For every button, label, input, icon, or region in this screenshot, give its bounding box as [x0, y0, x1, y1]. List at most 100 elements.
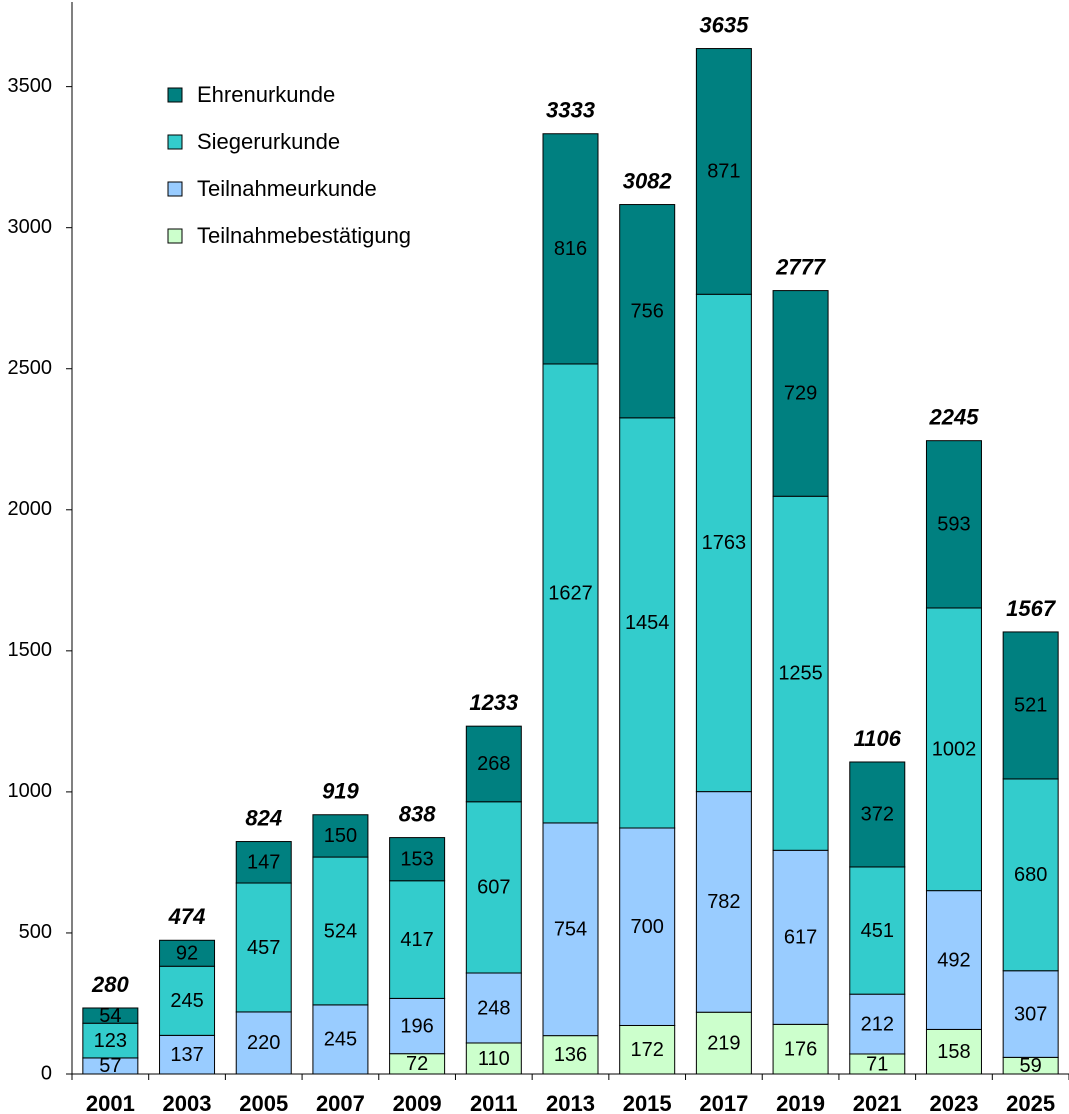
- value-label: 782: [707, 891, 740, 913]
- legend-label: Ehrenurkunde: [197, 82, 335, 107]
- legend-swatch: [167, 181, 183, 197]
- legend-swatch: [167, 87, 183, 103]
- bar-segment: [159, 965, 216, 1036]
- bar-segment: [235, 1011, 292, 1075]
- x-tick-label: 2009: [393, 1091, 442, 1114]
- value-label: 617: [784, 927, 817, 949]
- value-label: 158: [937, 1041, 970, 1063]
- y-tick-label: 1000: [8, 780, 53, 802]
- value-label: 71: [866, 1053, 888, 1075]
- bar-segment: [82, 1007, 139, 1024]
- total-label: 2777: [775, 254, 827, 279]
- bar-segment: [312, 856, 369, 1006]
- value-label: 871: [707, 161, 740, 183]
- value-label: 1454: [625, 612, 670, 634]
- x-tick-label: 2003: [163, 1091, 212, 1114]
- legend-label: Teilnahmebestätigung: [197, 223, 411, 248]
- value-label: 521: [1014, 695, 1047, 717]
- value-label: 212: [861, 1013, 894, 1035]
- x-tick-label: 2001: [86, 1091, 135, 1114]
- bar-segment: [159, 939, 216, 967]
- bar-segment: [849, 993, 906, 1055]
- bar-segment: [389, 997, 446, 1055]
- bar-segment: [925, 890, 982, 1030]
- bar-segment: [389, 837, 446, 882]
- value-label: 372: [861, 804, 894, 826]
- total-label: 3333: [546, 98, 595, 123]
- bar-segment: [542, 822, 599, 1037]
- bar-segment: [235, 882, 292, 1013]
- value-label: 137: [170, 1044, 203, 1066]
- bar-segment: [159, 1034, 216, 1075]
- bar-segment: [465, 972, 522, 1044]
- bar-segment: [1002, 970, 1059, 1058]
- y-tick-label: 2000: [8, 498, 53, 520]
- value-label: 607: [477, 877, 510, 899]
- bar-segment: [772, 495, 829, 851]
- total-label: 2245: [928, 404, 979, 429]
- value-label: 754: [554, 919, 587, 941]
- x-tick-label: 2017: [699, 1091, 748, 1114]
- bar-segment: [695, 1011, 752, 1075]
- bar-segment: [82, 1022, 139, 1059]
- value-label: 268: [477, 753, 510, 775]
- x-tick-label: 2013: [546, 1091, 595, 1114]
- value-label: 1627: [548, 583, 593, 605]
- bar-segment: [542, 133, 599, 365]
- value-label: 59: [1020, 1055, 1042, 1077]
- value-label: 220: [247, 1032, 280, 1054]
- bar-segment: [772, 849, 829, 1025]
- bar-segment: [312, 814, 369, 858]
- value-label: 176: [784, 1038, 817, 1060]
- bar-segment: [925, 440, 982, 609]
- value-label: 57: [99, 1055, 121, 1077]
- value-label: 245: [324, 1029, 357, 1051]
- value-label: 457: [247, 937, 280, 959]
- value-label: 1763: [702, 532, 747, 554]
- legend-label: Siegerurkunde: [197, 129, 340, 154]
- value-label: 593: [937, 514, 970, 536]
- bar-segment: [619, 1024, 676, 1075]
- y-tick-label: 500: [19, 921, 52, 943]
- value-label: 248: [477, 997, 510, 1019]
- bar-segment: [1002, 631, 1059, 780]
- value-label: 729: [784, 383, 817, 405]
- value-label: 756: [631, 300, 664, 322]
- bar-segment: [772, 290, 829, 497]
- total-label: 824: [245, 805, 282, 830]
- x-tick-label: 2023: [929, 1091, 978, 1114]
- bar-segment: [925, 1028, 982, 1075]
- y-tick-label: 1500: [8, 639, 53, 661]
- bar-segment: [849, 761, 906, 868]
- bar-segment: [465, 801, 522, 974]
- x-tick-label: 2015: [623, 1091, 672, 1114]
- bar-segment: [235, 841, 292, 884]
- y-tick-label: 3000: [8, 216, 53, 238]
- value-label: 307: [1014, 1003, 1047, 1025]
- x-tick-label: 2019: [776, 1091, 825, 1114]
- total-label: 838: [399, 801, 436, 826]
- bar-segment: [312, 1004, 369, 1075]
- value-label: 110: [478, 1048, 510, 1070]
- value-label: 196: [400, 1015, 433, 1037]
- value-label: 1002: [932, 739, 977, 761]
- value-label: 816: [554, 238, 587, 260]
- total-label: 3082: [623, 168, 673, 193]
- bar-segment: [849, 866, 906, 995]
- y-tick-label: 2500: [8, 357, 53, 379]
- bar-segment: [695, 48, 752, 295]
- value-label: 219: [707, 1032, 740, 1054]
- bar-segment: [695, 293, 752, 793]
- value-label: 417: [400, 929, 433, 951]
- value-label: 492: [937, 949, 970, 971]
- total-label: 3635: [699, 12, 749, 37]
- bar-segment: [1002, 778, 1059, 972]
- value-label: 123: [94, 1030, 127, 1052]
- total-label: 1106: [854, 726, 902, 751]
- legend-swatch: [167, 228, 183, 244]
- value-label: 245: [170, 990, 203, 1012]
- total-label: 474: [168, 904, 206, 929]
- bar-segment: [619, 827, 676, 1026]
- bar-segment: [542, 363, 599, 824]
